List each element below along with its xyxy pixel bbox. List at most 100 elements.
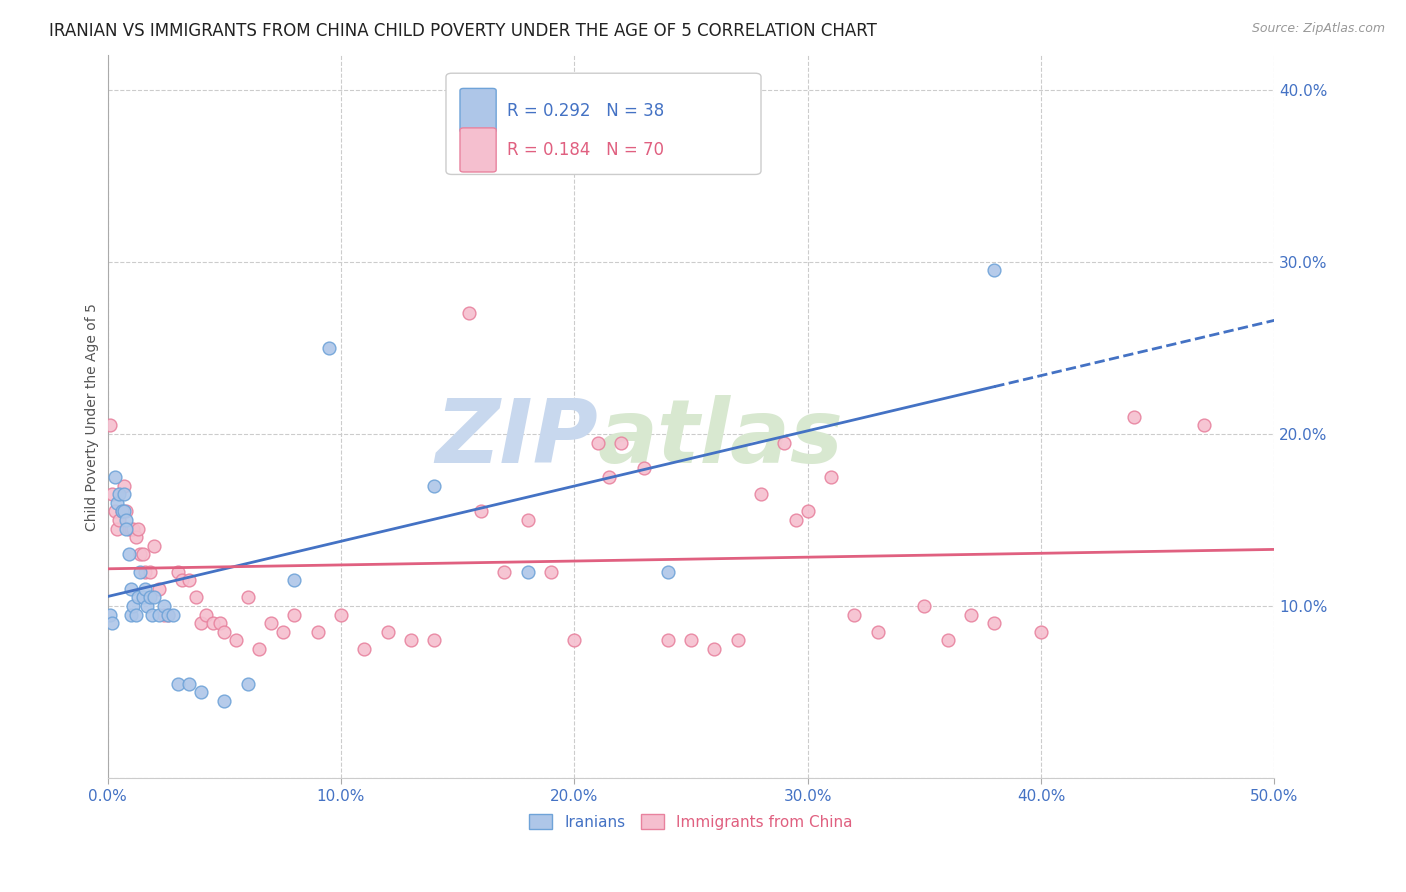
Point xyxy=(129,565,152,579)
Point xyxy=(115,504,138,518)
Point xyxy=(120,607,142,622)
Point xyxy=(117,522,139,536)
Point xyxy=(120,582,142,596)
Point xyxy=(112,478,135,492)
Point xyxy=(143,539,166,553)
Legend: Iranians, Immigrants from China: Iranians, Immigrants from China xyxy=(523,807,859,836)
Point xyxy=(318,341,340,355)
Point xyxy=(194,607,217,622)
Point xyxy=(138,565,160,579)
Point xyxy=(208,616,231,631)
Point xyxy=(105,522,128,536)
Point xyxy=(98,418,121,433)
Point xyxy=(844,607,866,622)
Point xyxy=(983,616,1005,631)
Point xyxy=(423,633,446,648)
Point xyxy=(271,624,294,639)
Point xyxy=(127,522,149,536)
Point xyxy=(104,470,127,484)
Y-axis label: Child Poverty Under the Age of 5: Child Poverty Under the Age of 5 xyxy=(86,302,100,531)
Point xyxy=(152,607,174,622)
Point xyxy=(283,607,305,622)
Point xyxy=(866,624,889,639)
FancyBboxPatch shape xyxy=(460,128,496,172)
Point xyxy=(122,522,145,536)
Point xyxy=(283,573,305,587)
Point xyxy=(166,676,188,690)
Point xyxy=(586,435,609,450)
Point xyxy=(330,607,353,622)
Point xyxy=(152,599,174,613)
Point xyxy=(703,642,725,657)
Text: IRANIAN VS IMMIGRANTS FROM CHINA CHILD POVERTY UNDER THE AGE OF 5 CORRELATION CH: IRANIAN VS IMMIGRANTS FROM CHINA CHILD P… xyxy=(49,22,877,40)
Point xyxy=(516,513,538,527)
Point xyxy=(112,504,135,518)
Point xyxy=(610,435,633,450)
Point xyxy=(820,470,842,484)
Point xyxy=(1194,418,1216,433)
Point xyxy=(260,616,283,631)
Point xyxy=(115,522,138,536)
Point xyxy=(129,548,152,562)
Point xyxy=(247,642,270,657)
Point xyxy=(214,694,236,708)
Point xyxy=(141,607,163,622)
Point xyxy=(190,616,212,631)
Text: R = 0.184   N = 70: R = 0.184 N = 70 xyxy=(506,141,664,160)
Point xyxy=(127,591,149,605)
Point xyxy=(749,487,772,501)
Point xyxy=(353,642,375,657)
Point xyxy=(983,263,1005,277)
Point xyxy=(120,522,142,536)
Point xyxy=(143,591,166,605)
Point xyxy=(101,616,124,631)
Point xyxy=(122,599,145,613)
Point xyxy=(101,487,124,501)
Point xyxy=(136,599,159,613)
Point xyxy=(773,435,796,450)
Point xyxy=(633,461,655,475)
Point xyxy=(307,624,329,639)
Point xyxy=(377,624,399,639)
Text: ZIP: ZIP xyxy=(434,395,598,482)
Point xyxy=(157,607,180,622)
Point xyxy=(157,607,180,622)
Point xyxy=(134,565,156,579)
Point xyxy=(104,504,127,518)
Point xyxy=(214,624,236,639)
Point xyxy=(105,496,128,510)
Point xyxy=(727,633,749,648)
FancyBboxPatch shape xyxy=(460,88,496,133)
Point xyxy=(657,633,679,648)
Text: atlas: atlas xyxy=(598,395,844,482)
Point xyxy=(562,633,585,648)
Point xyxy=(423,478,446,492)
Point xyxy=(225,633,247,648)
Point xyxy=(236,591,259,605)
Point xyxy=(124,530,146,544)
Point xyxy=(796,504,818,518)
Point xyxy=(936,633,959,648)
Point xyxy=(960,607,983,622)
Point xyxy=(98,607,121,622)
Point xyxy=(179,573,201,587)
Point xyxy=(138,591,160,605)
Point xyxy=(131,591,153,605)
Text: Source: ZipAtlas.com: Source: ZipAtlas.com xyxy=(1251,22,1385,36)
Point xyxy=(111,504,134,518)
Point xyxy=(111,504,134,518)
Point xyxy=(236,676,259,690)
Point xyxy=(458,306,481,320)
Point xyxy=(912,599,935,613)
Point xyxy=(598,470,620,484)
Point xyxy=(657,565,679,579)
Point xyxy=(148,582,170,596)
Point xyxy=(494,565,516,579)
Point xyxy=(112,487,135,501)
Point xyxy=(1123,409,1146,424)
Point xyxy=(179,676,201,690)
Point xyxy=(172,573,194,587)
Point xyxy=(115,513,138,527)
Point xyxy=(186,591,208,605)
Point xyxy=(540,565,562,579)
